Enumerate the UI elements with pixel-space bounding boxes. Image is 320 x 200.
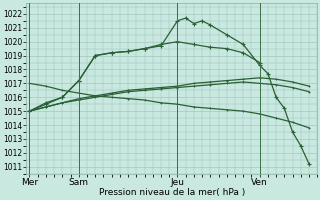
X-axis label: Pression niveau de la mer( hPa ): Pression niveau de la mer( hPa ) [99, 188, 245, 197]
